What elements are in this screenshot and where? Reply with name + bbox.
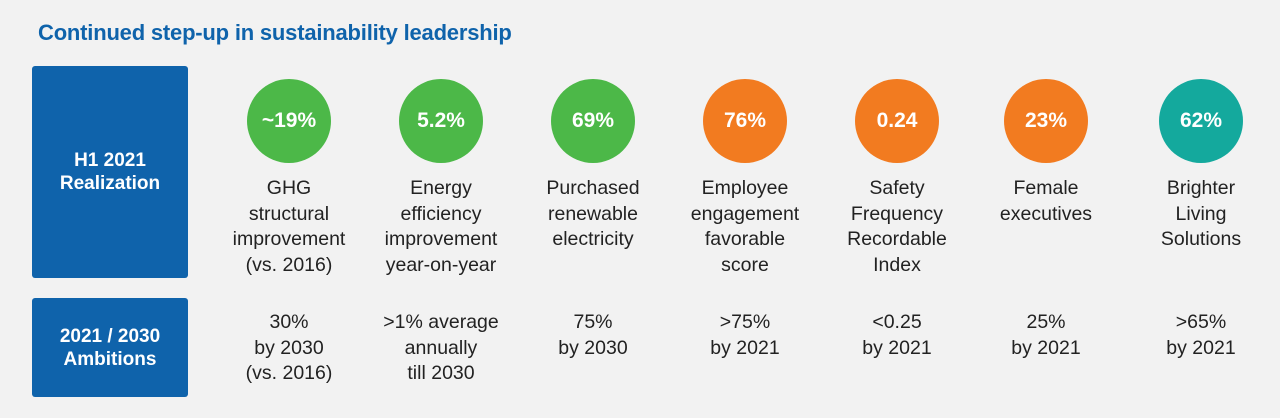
- metric-label: Energy efficiency improvement year-on-ye…: [384, 177, 498, 276]
- metric-label: Female executives: [999, 177, 1093, 225]
- page-title: Continued step-up in sustainability lead…: [38, 20, 512, 45]
- row-label-realization-text: H1 2021 Realization: [59, 150, 161, 194]
- metric-label: Safety Frequency Recordable Index: [847, 177, 947, 276]
- metric-value-badge: 69%: [551, 79, 635, 163]
- row-label-realization: H1 2021 Realization: [32, 66, 188, 278]
- metric-ambition: 25% by 2021: [1011, 311, 1081, 359]
- metric-value-badge: 76%: [703, 79, 787, 163]
- metric-ambition: 30% by 2030 (vs. 2016): [245, 311, 333, 384]
- metric-label: Employee engagement favorable score: [690, 177, 800, 276]
- metric-label: GHG structural improvement (vs. 2016): [232, 177, 346, 276]
- metric-value-badge: 0.24: [855, 79, 939, 163]
- metric-ambition: >75% by 2021: [710, 311, 780, 359]
- metric-ambition: <0.25 by 2021: [862, 311, 932, 359]
- metric-label: Brighter Living Solutions: [1160, 177, 1242, 250]
- row-label-ambitions: 2021 / 2030 Ambitions: [32, 298, 188, 397]
- metric-ambition: >65% by 2021: [1166, 311, 1236, 359]
- metric-value-badge: ~19%: [247, 79, 331, 163]
- metric-value-badge: 5.2%: [399, 79, 483, 163]
- metric-ambition: 75% by 2030: [558, 311, 628, 359]
- metric-label: Purchased renewable electricity: [546, 177, 640, 250]
- metric-value-badge: 23%: [1004, 79, 1088, 163]
- metric-ambition: >1% average annually till 2030: [383, 311, 499, 384]
- metric-value-badge: 62%: [1159, 79, 1243, 163]
- row-label-ambitions-text: 2021 / 2030 Ambitions: [59, 325, 161, 370]
